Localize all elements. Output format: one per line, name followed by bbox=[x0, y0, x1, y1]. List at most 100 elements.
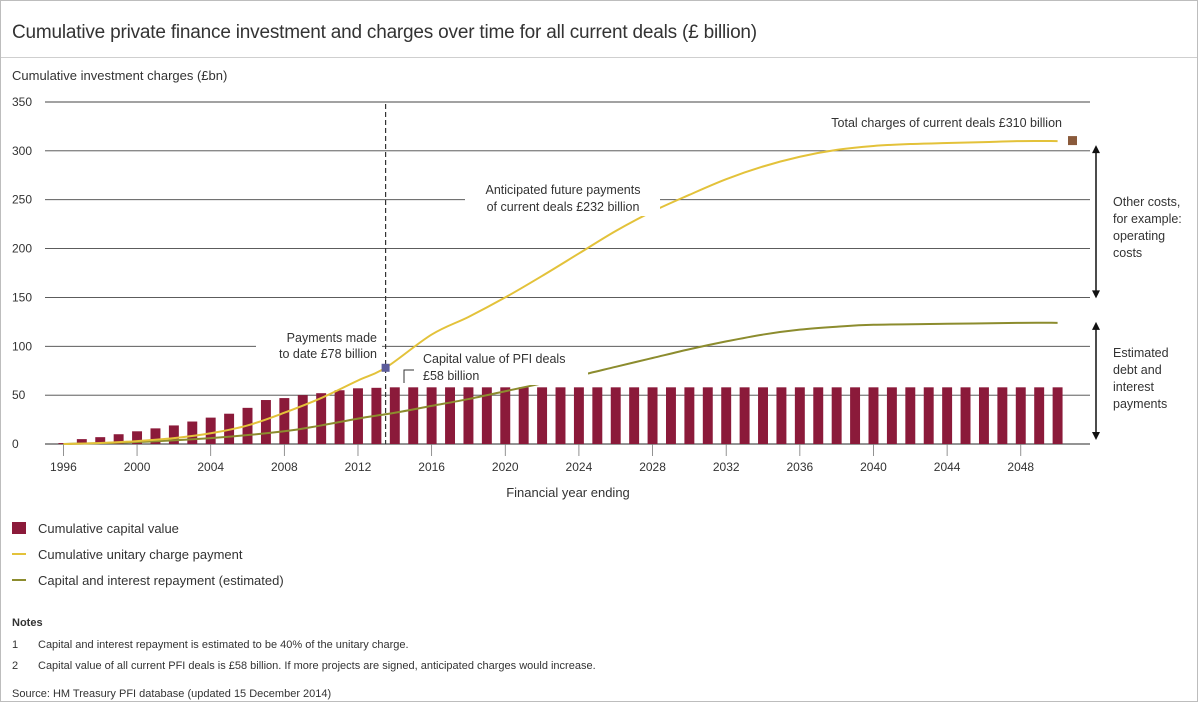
other-costs-arrow-head bbox=[1092, 290, 1100, 299]
bar-capital-value bbox=[721, 387, 732, 444]
bar-capital-value bbox=[353, 388, 363, 444]
legend-swatch bbox=[12, 579, 26, 581]
y-tick-label: 300 bbox=[12, 144, 32, 158]
chart-title: Cumulative private finance investment an… bbox=[12, 22, 757, 43]
x-tick-label: 2016 bbox=[418, 460, 445, 474]
bar-capital-value bbox=[868, 387, 879, 444]
bar-capital-value bbox=[776, 387, 787, 444]
bar-capital-value bbox=[445, 387, 456, 444]
y-axis-label: Cumulative investment charges (£bn) bbox=[12, 68, 228, 83]
legend-swatch bbox=[12, 553, 26, 555]
bar-capital-value bbox=[886, 387, 897, 444]
bar-capital-value bbox=[518, 387, 529, 444]
y-tick-label: 200 bbox=[12, 242, 32, 256]
y-tick-label: 250 bbox=[12, 193, 32, 207]
x-tick-label: 2028 bbox=[639, 460, 666, 474]
annotations: Total charges of current deals £310 bill… bbox=[256, 104, 1182, 444]
debt-interest-arrow-head bbox=[1092, 321, 1100, 330]
bar-capital-value bbox=[297, 395, 308, 444]
future-payments-label: Anticipated future payments bbox=[486, 183, 641, 197]
x-axis-label: Financial year ending bbox=[506, 485, 630, 500]
x-tick-label: 2004 bbox=[197, 460, 224, 474]
y-tick-labels: 0 50 100 150 200 250 300 350 bbox=[12, 95, 32, 451]
bar-capital-value bbox=[665, 387, 676, 444]
bar-capital-value bbox=[537, 387, 548, 444]
title-divider bbox=[1, 57, 1197, 58]
bar-capital-value bbox=[702, 387, 713, 444]
estimated-payments-label: payments bbox=[1113, 397, 1167, 411]
bar-capital-value bbox=[205, 417, 216, 444]
capital-value-bars bbox=[58, 387, 1063, 444]
estimated-payments-label: debt and bbox=[1113, 363, 1162, 377]
legend: Cumulative capital value Cumulative unit… bbox=[12, 515, 284, 593]
bar-capital-value bbox=[426, 387, 437, 444]
payments-made-label: Payments made bbox=[287, 331, 377, 345]
legend-item-capital-interest: Capital and interest repayment (estimate… bbox=[12, 567, 284, 593]
bar-capital-value bbox=[647, 387, 658, 444]
notes-heading: Notes bbox=[12, 617, 43, 629]
bar-capital-value bbox=[739, 387, 750, 444]
bar-capital-value bbox=[997, 387, 1008, 444]
bar-capital-value bbox=[95, 437, 106, 444]
bar-capital-value bbox=[132, 431, 143, 444]
legend-label: Cumulative capital value bbox=[38, 520, 179, 536]
y-tick-label: 150 bbox=[12, 290, 32, 304]
bar-capital-value bbox=[978, 387, 989, 444]
x-tick-label: 2000 bbox=[124, 460, 151, 474]
other-costs-label: for example: bbox=[1113, 212, 1182, 226]
bar-capital-value bbox=[573, 387, 584, 444]
x-tick-label: 2020 bbox=[492, 460, 519, 474]
bar-capital-value bbox=[684, 387, 695, 444]
y-tick-label: 0 bbox=[12, 437, 19, 451]
note-number: 1 bbox=[12, 638, 19, 651]
gridlines bbox=[45, 101, 1090, 445]
bar-capital-value bbox=[150, 428, 161, 444]
bar-capital-value bbox=[334, 390, 345, 444]
payments-made-label: to date £78 billion bbox=[279, 347, 377, 361]
bar-capital-value bbox=[794, 387, 805, 444]
x-tick-label: 2024 bbox=[566, 460, 593, 474]
estimated-payments-label: interest bbox=[1113, 380, 1155, 394]
x-tick-label: 2012 bbox=[345, 460, 372, 474]
future-payments-label: of current deals £232 billion bbox=[487, 200, 640, 214]
y-tick-label: 50 bbox=[12, 388, 26, 402]
bar-capital-value bbox=[555, 387, 566, 444]
total-charges-label: Total charges of current deals £310 bill… bbox=[831, 116, 1062, 130]
bar-capital-value bbox=[942, 387, 953, 444]
bar-capital-value bbox=[463, 387, 474, 444]
x-tick-label: 2048 bbox=[1007, 460, 1034, 474]
payments-made-marker bbox=[381, 363, 390, 372]
capital-value-label: £58 billion bbox=[423, 369, 479, 383]
y-tick-label: 100 bbox=[12, 339, 32, 353]
legend-label: Cumulative unitary charge payment bbox=[38, 546, 243, 562]
note-number: 2 bbox=[12, 659, 19, 672]
bar-capital-value bbox=[168, 425, 179, 444]
bar-capital-value bbox=[481, 387, 492, 444]
x-tick-label: 1996 bbox=[50, 460, 77, 474]
bar-capital-value bbox=[500, 387, 511, 444]
x-tick-label: 2040 bbox=[860, 460, 887, 474]
bar-capital-value bbox=[187, 421, 198, 444]
x-tick-label: 2036 bbox=[786, 460, 813, 474]
legend-swatch bbox=[12, 522, 26, 534]
other-costs-label: Other costs, bbox=[1113, 195, 1180, 209]
bar-capital-value bbox=[758, 387, 768, 444]
other-costs-label: costs bbox=[1113, 246, 1142, 260]
note-item: 2 Capital value of all current PFI deals… bbox=[12, 655, 596, 676]
bar-capital-value bbox=[831, 387, 842, 444]
x-tick-labels: 1996 2000 2004 2008 2012 2016 2020 2024 2028 2032… bbox=[50, 444, 1034, 500]
bar-capital-value bbox=[279, 398, 290, 444]
bar-capital-value bbox=[389, 387, 400, 444]
capital-value-leader bbox=[403, 369, 414, 383]
bar-capital-value bbox=[629, 387, 640, 444]
note-item: 1 Capital and interest repayment is esti… bbox=[12, 634, 596, 655]
bar-capital-value bbox=[408, 387, 419, 444]
bar-capital-value bbox=[316, 393, 327, 444]
note-text: Capital value of all current PFI deals i… bbox=[38, 659, 596, 672]
x-tick-label: 2008 bbox=[271, 460, 298, 474]
legend-label: Capital and interest repayment (estimate… bbox=[38, 572, 284, 588]
bar-capital-value bbox=[610, 387, 621, 444]
bar-capital-value bbox=[592, 387, 603, 444]
